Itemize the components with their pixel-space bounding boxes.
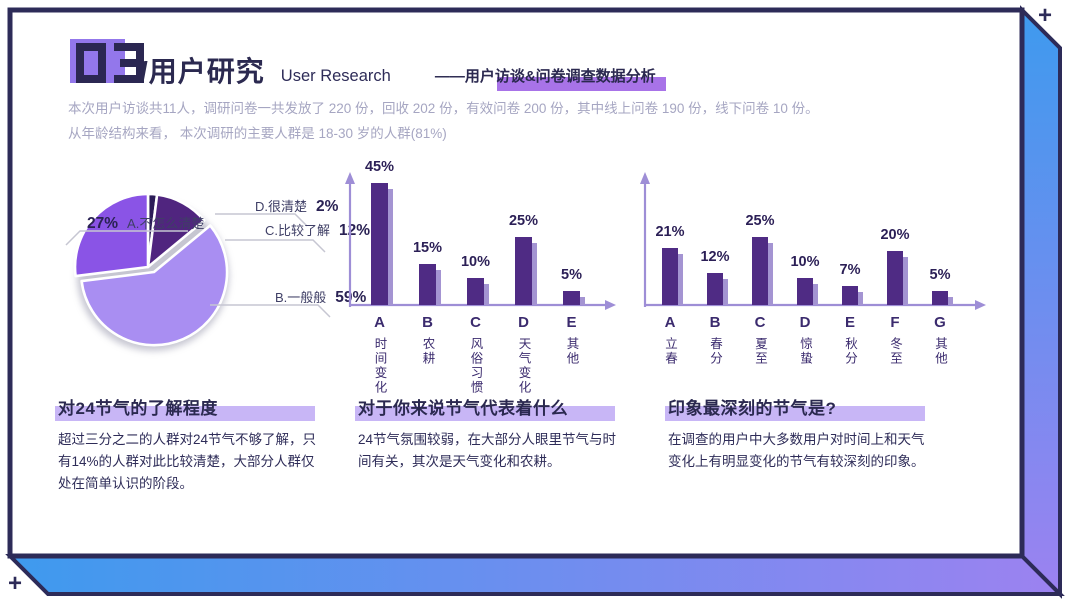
section-body: 超过三分之二的人群对24节气不够了解，只 有14%的人群对此比较清楚，大部分人群… [58,432,317,491]
bar-value-label: 10% [460,254,491,270]
bar-value-label: 7% [839,262,861,278]
section-meaning: 对于你来说节气代表着什么 24节气氛围较弱，在大部分人眼里节气与时 间有关，其次… [355,394,654,473]
bar-value-label: 5% [929,267,951,283]
bar [752,237,768,305]
bar [515,237,532,305]
bar-value-label: 12% [700,249,730,265]
pie-label-name: B.一般般 [275,290,327,305]
bar-value-label: 5% [561,267,582,283]
bar-category-label: D [518,314,529,331]
bar [797,278,813,305]
bar-category-name: 其他 [564,337,579,366]
bar-category-name: 秋分 [843,337,857,366]
bar-value-label: 45% [364,159,395,175]
slide-content: /用户研究 User Research ——用户访谈&问卷调查数据分析 本次用户… [10,10,1022,556]
pie-label: C.比较了解 12% [265,220,379,240]
plus-icon: + [8,570,23,597]
bar-category-name: 冬至 [888,337,902,366]
pie-label-name: C.比较了解 [265,223,331,238]
bar-category-label: F [890,314,900,331]
bar-category-name: 时间变化 [372,337,387,395]
page-title-en: User Research [280,67,391,85]
right-face [1020,5,1062,599]
bar-category-label: C [754,314,766,331]
bar-value-label: 20% [880,227,910,243]
pie-label: 27% A.不怎么清楚 [78,213,204,233]
bar-value-label: 21% [655,224,685,240]
pie-label-name: D.很清楚 [255,199,308,214]
bar-category-name: 天气变化 [516,337,531,395]
bar-category-label: B [422,314,433,331]
bar-category-name: 夏至 [753,337,767,366]
bar-category-name: 农耕 [420,337,435,366]
bar-chart-impressive-solar-terms: 21% A 立春 12% B 春分 25% C 夏至 10% D 惊蛰 7% E 秋分 20% F 冬至 5% G 其他 [635,170,995,400]
bar [371,183,388,305]
bar-category-label: G [934,314,946,331]
bar-category-name: 惊蛰 [798,337,812,366]
section-awareness: 对24节气的了解程度 超过三分之二的人群对24节气不够了解，只 有14%的人群对… [55,394,354,495]
plus-icon: + [1038,2,1053,29]
bar-category-name: 风俗习惯 [468,337,483,395]
bar-value-label: 25% [508,213,539,229]
bar [707,273,723,305]
bar-category-label: B [709,314,721,331]
section-title: 印象最深刻的节气是? [665,394,964,421]
highlight-band [665,406,925,421]
section-number-03 [76,43,144,83]
bar-category-label: E [844,314,855,331]
pie-label-name: A.不怎么清楚 [127,216,205,231]
section-title: 对于你来说节气代表着什么 [355,394,654,421]
bar-category-label: D [799,314,811,331]
axes [345,172,616,310]
bar [887,251,903,305]
bottom-face [5,554,1065,596]
bar [563,291,580,305]
bar-value-label: 10% [790,254,820,270]
bar-category-label: E [566,314,577,331]
pie-label-value: 27% [87,215,119,232]
intro-paragraph: 本次用户访谈共11人，调研问卷一共发放了 220 份，回收 202 份，有效问卷… [68,101,819,141]
highlight-band [355,406,615,421]
bar-category-name: 立春 [663,337,677,366]
pie-label: D.很清楚 2% [255,196,347,216]
axes [640,172,986,310]
section-impressive: 印象最深刻的节气是? 在调查的用户中大多数用户对时间上和天气 变化上有明显变化的… [665,394,964,473]
bar [662,248,678,305]
bar-category-label: A [374,314,385,331]
bar-category-label: A [664,314,676,331]
section-title: 对24节气的了解程度 [55,394,354,421]
bar [932,291,948,305]
section-body: 在调查的用户中大多数用户对时间上和天气 变化上有明显变化的节气有较深刻的印象。 [668,432,925,469]
bar [842,286,858,305]
bar [467,278,484,305]
pie-label-value: 2% [316,198,339,215]
bar-category-name: 春分 [708,337,722,366]
pie-slice [80,224,229,347]
bar-category-label: C [470,314,481,331]
bar-value-label: 25% [745,213,775,229]
pie-slice [73,192,150,278]
bar-category-name: 其他 [933,337,947,366]
subtitle-highlight-band [496,77,666,91]
bar-chart-meaning: 45% A 时间变化 15% B 农耕 10% C 风俗习惯 25% D 天气变化 5% E 其他 [340,159,630,400]
bar [419,264,436,305]
highlight-band [55,406,315,421]
bar-value-label: 15% [412,240,443,256]
page-title: /用户研究 [140,56,265,87]
section-body: 24节气氛围较弱，在大部分人眼里节气与时 间有关，其次是天气变化和农耕。 [358,432,617,469]
pie-svg [65,192,331,351]
page-subtitle: ——用户访谈&问卷调查数据分析 [435,65,666,91]
pie-label-value: 12% [339,222,371,239]
